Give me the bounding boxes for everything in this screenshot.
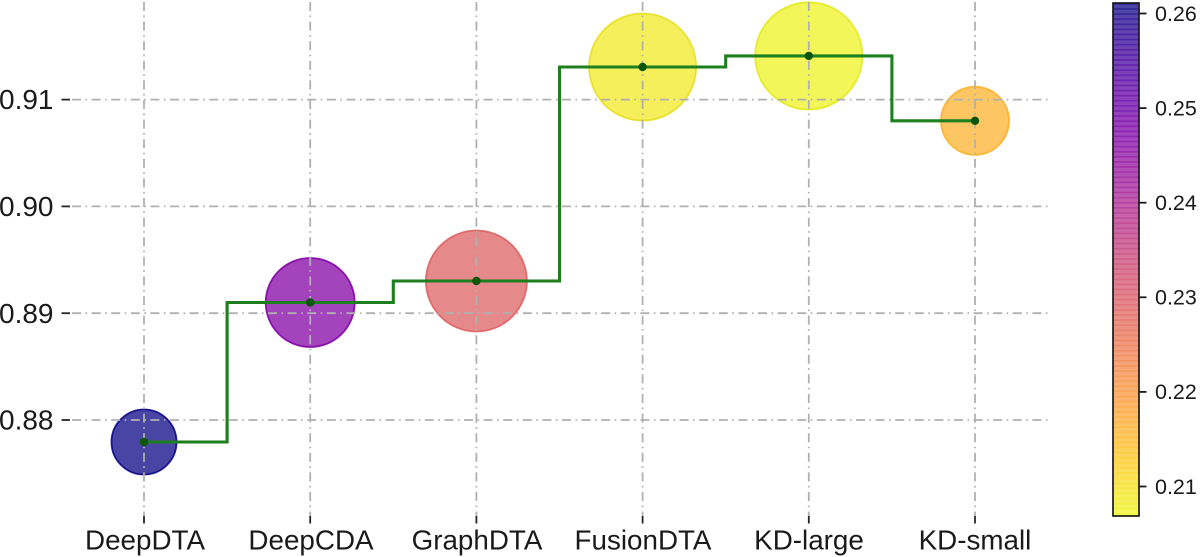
svg-text:0.25: 0.25: [1155, 96, 1197, 120]
svg-text:0.24: 0.24: [1155, 191, 1197, 215]
svg-text:GraphDTA: GraphDTA: [412, 524, 543, 555]
svg-text:0.89: 0.89: [0, 298, 54, 329]
svg-text:0.90: 0.90: [0, 191, 54, 222]
svg-text:DeepDTA: DeepDTA: [85, 524, 205, 555]
svg-text:0.91: 0.91: [0, 84, 54, 115]
svg-text:0.88: 0.88: [0, 405, 54, 436]
svg-text:DeepCDA: DeepCDA: [248, 524, 374, 555]
svg-text:0.26: 0.26: [1155, 2, 1197, 26]
svg-text:0.21: 0.21: [1155, 475, 1197, 499]
svg-text:KD-small: KD-small: [919, 524, 1032, 555]
svg-text:KD-large: KD-large: [754, 524, 864, 555]
svg-text:FusionDTA: FusionDTA: [575, 524, 712, 555]
svg-text:0.22: 0.22: [1155, 380, 1197, 404]
svg-text:0.23: 0.23: [1155, 286, 1197, 310]
